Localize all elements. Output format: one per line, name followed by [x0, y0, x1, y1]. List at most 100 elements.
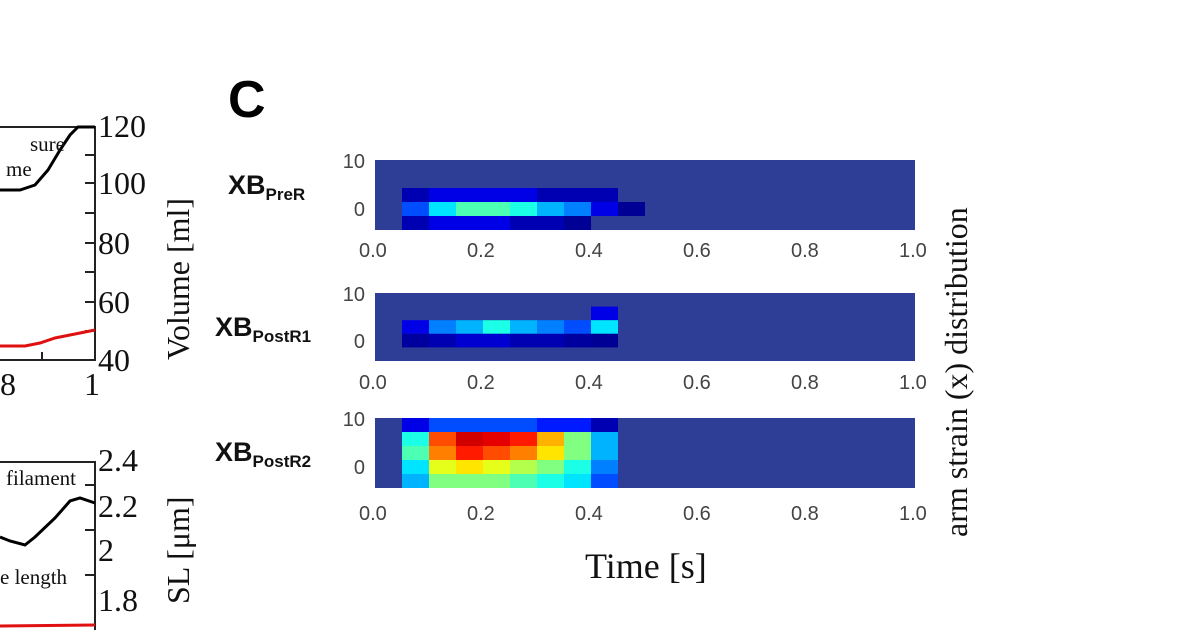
heatmap-cell [510, 432, 537, 446]
heatmap-cell [591, 474, 618, 488]
heatmap-cell [510, 216, 537, 230]
legend-fragment-pressure: sure [30, 132, 65, 156]
ytick-label-0: 0 [353, 199, 365, 222]
heatmap-cell [564, 188, 591, 202]
ytick-volume-60: 60 [98, 284, 130, 320]
xtick-label: 1.0 [899, 372, 927, 394]
heatmap-cell [591, 460, 618, 474]
heatmap-cell [537, 432, 564, 446]
heatmap-cell [456, 216, 483, 230]
heatmap-cell [537, 202, 564, 216]
heatmap-cell [564, 446, 591, 460]
heatmap-cell [429, 432, 456, 446]
ytick-volume-100: 100 [98, 165, 146, 201]
x-axis-label: Time [s] [585, 546, 707, 586]
heatmap-cell [564, 432, 591, 446]
xtick-label: 1.0 [899, 503, 927, 525]
heatmap-cell [483, 333, 510, 348]
heatmap-cell [402, 333, 429, 348]
heatmap-cell [537, 333, 564, 348]
heatmap-cell [402, 418, 429, 432]
heatmap-cell [510, 202, 537, 216]
heatmap-cell [510, 418, 537, 432]
heatmap-cell [591, 188, 618, 202]
heatmap-cell [402, 446, 429, 460]
heatmap-cell [402, 188, 429, 202]
ylabel-volume: Volume [ml] [160, 197, 196, 360]
y-axis-label: arm strain (x) distribution [938, 207, 974, 537]
heatmap-cell [537, 418, 564, 432]
heatmap-cell [456, 188, 483, 202]
heatmap-cell [510, 320, 537, 334]
heatmap-cell [429, 446, 456, 460]
heatmap-cell [483, 446, 510, 460]
heatmap-cell [591, 202, 618, 216]
ytick-volume-40: 40 [98, 342, 130, 378]
xtick-label: 1.0 [899, 240, 927, 262]
heatmap-cell [537, 460, 564, 474]
sl-curve [0, 496, 96, 547]
heatmap-cell [483, 188, 510, 202]
heatmap-cell [456, 460, 483, 474]
heatmap-cell [429, 460, 456, 474]
legend-fragment-filament: filament [6, 466, 76, 490]
xtick-label: 0.6 [683, 240, 711, 262]
heatmap-cell [591, 432, 618, 446]
sl-plot-frame [0, 461, 96, 630]
row-label-postr1: XBPostR1 [215, 312, 312, 346]
heatmap-cell [483, 432, 510, 446]
heatmap-cell [456, 432, 483, 446]
xtick-label: 0.2 [467, 372, 495, 394]
heatmap-cell [537, 474, 564, 488]
heatmap-cell [429, 202, 456, 216]
ytick-label-0: 0 [353, 457, 365, 480]
heatmap-cell [564, 320, 591, 334]
heatmap-cell [483, 202, 510, 216]
heatmap-cell [402, 474, 429, 488]
heatmap-cell [402, 460, 429, 474]
heatmap-cell [510, 460, 537, 474]
heatmap-cell [564, 216, 591, 230]
ytick-sl-2.2: 2.2 [98, 488, 138, 524]
heatmap-cell [429, 216, 456, 230]
heatmap-cell [537, 320, 564, 334]
heatmap-cell [591, 446, 618, 460]
heatmap-cell [564, 418, 591, 432]
heatmap-cell [429, 320, 456, 334]
heatmap-cell [510, 188, 537, 202]
heatmap-cell [510, 333, 537, 348]
heatmap-cell [483, 320, 510, 334]
xtick-label: 0.4 [575, 372, 603, 394]
xtick-8: 8 [0, 366, 16, 402]
xtick-label: 0.2 [467, 240, 495, 262]
xtick-label: 0.0 [359, 240, 387, 262]
heatmap-cell [618, 202, 645, 216]
legend-fragment-length: e length [0, 565, 68, 589]
heatmap-cell [456, 474, 483, 488]
heatmap-cell [483, 474, 510, 488]
row-label-postr2: XBPostR2 [215, 437, 312, 471]
ytick-label-10: 10 [342, 150, 365, 173]
heatmap-cell [564, 333, 591, 348]
xtick-label: 0.4 [575, 240, 603, 262]
heatmap-cell [483, 418, 510, 432]
xtick-label: 0.0 [359, 503, 387, 525]
heatmap-cell [402, 216, 429, 230]
heatmap-cell [591, 333, 618, 348]
heatmap-cell [564, 460, 591, 474]
ytick-volume-80: 80 [98, 225, 130, 261]
heatmap-cell [429, 188, 456, 202]
heatmap-cell [429, 333, 456, 348]
heatmap-cell [456, 333, 483, 348]
heatmap-cell [483, 460, 510, 474]
heatmap-cell [456, 202, 483, 216]
ytick-volume-120: 120 [98, 108, 146, 144]
xtick-label: 0.6 [683, 503, 711, 525]
heatmap-cell [537, 188, 564, 202]
ytick-label-10: 10 [342, 408, 365, 431]
heatmap-cell [591, 418, 618, 432]
xtick-label: 0.8 [791, 372, 819, 394]
ytick-label-10: 10 [342, 283, 365, 306]
heatmap-cell [564, 202, 591, 216]
